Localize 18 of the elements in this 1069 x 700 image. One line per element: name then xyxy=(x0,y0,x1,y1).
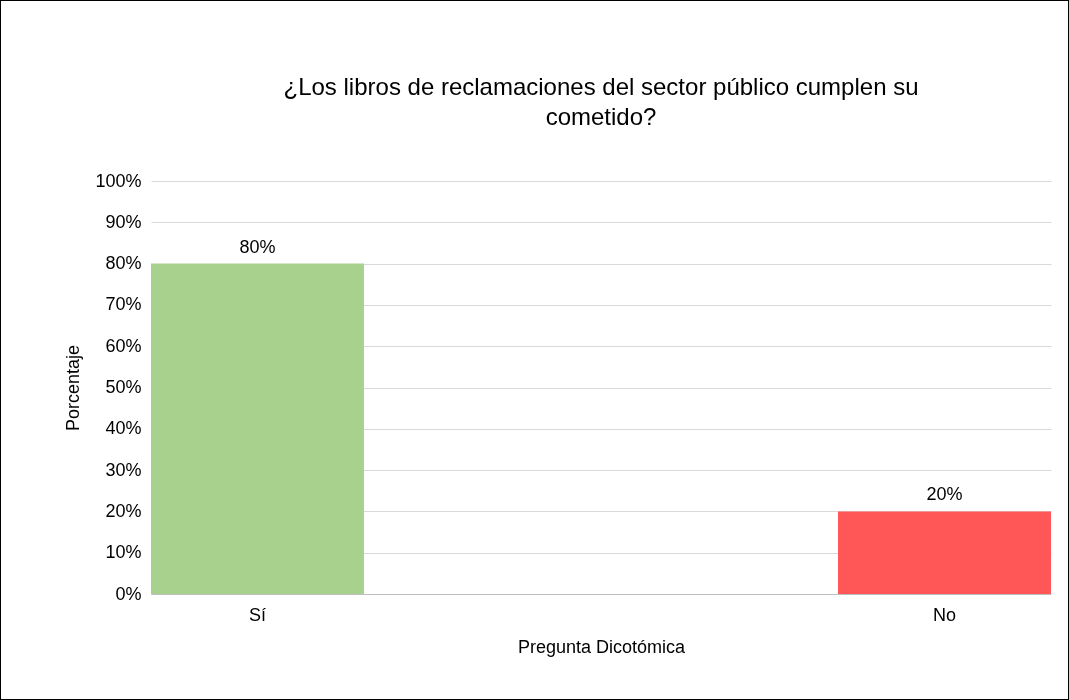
y-tick-label: 40% xyxy=(105,418,142,439)
data-label: 20% xyxy=(926,484,963,505)
x-axis-title: Pregunta Dicotómica xyxy=(517,636,687,657)
y-tick-label: 50% xyxy=(105,377,142,397)
y-tick-label: 30% xyxy=(105,459,142,480)
chart-title: ¿Los libros de reclamaciones del sector público cumplen su cometido? xyxy=(283,73,919,130)
y-axis-title: Porcentaje xyxy=(63,344,84,432)
y-tick-label: 20% xyxy=(105,500,142,521)
y-tick-label: 0% xyxy=(115,583,142,604)
x-tick-label: Sí xyxy=(248,604,266,625)
y-tick-label: 100% xyxy=(95,170,142,191)
y-tick-label: 70% xyxy=(105,294,142,315)
data-label: 80% xyxy=(239,236,276,257)
x-tick-label: No xyxy=(933,604,957,625)
y-tick-label: 90% xyxy=(105,211,142,232)
y-tick-label: 10% xyxy=(105,542,142,563)
y-tick-label: 80% xyxy=(105,253,142,274)
y-tick-label: 60% xyxy=(105,335,142,356)
